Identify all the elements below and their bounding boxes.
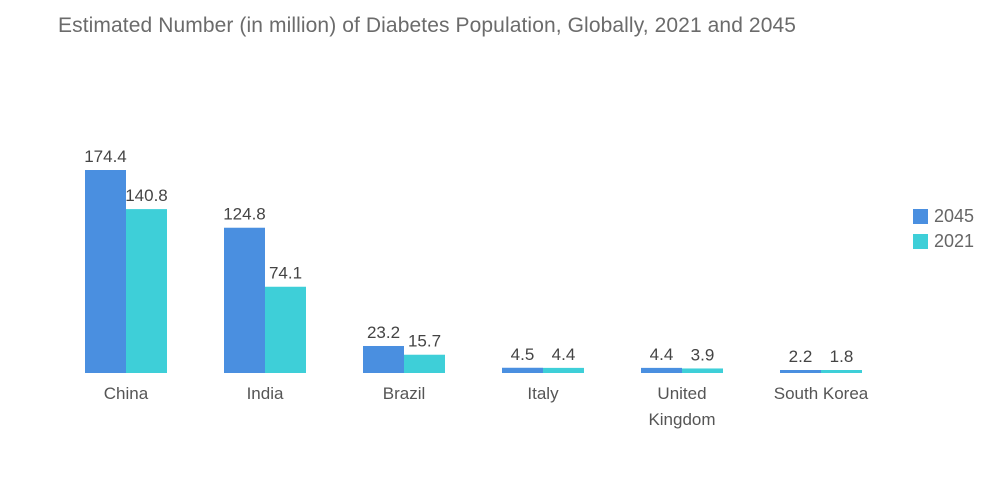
bar-india-2045 bbox=[224, 227, 265, 373]
category-label-south-korea: South Korea bbox=[774, 384, 869, 403]
category-label-brazil: Brazil bbox=[383, 384, 426, 403]
chart-title: Estimated Number (in million) of Diabete… bbox=[58, 14, 797, 37]
bar-italy-2045 bbox=[502, 367, 543, 373]
bars-layer bbox=[85, 170, 862, 373]
category-label-china: China bbox=[104, 384, 149, 403]
value-label-brazil-2045: 23.2 bbox=[367, 323, 400, 342]
category-label-italy: Italy bbox=[527, 384, 559, 403]
value-label-south-korea-2021: 1.8 bbox=[830, 347, 854, 366]
value-label-italy-2045: 4.5 bbox=[511, 345, 535, 364]
bar-united-kingdom-2045 bbox=[641, 367, 682, 373]
bar-china-2021 bbox=[126, 209, 167, 373]
legend-label-2021: 2021 bbox=[934, 231, 975, 251]
bar-south-korea-2045 bbox=[780, 370, 821, 373]
value-label-china-2045: 174.4 bbox=[84, 147, 127, 166]
category-label-india: India bbox=[247, 384, 284, 403]
value-label-brazil-2021: 15.7 bbox=[408, 332, 441, 351]
bar-united-kingdom-2021 bbox=[682, 368, 723, 373]
value-labels-layer: 174.4 140.8 124.8 74.1 23.2 15.7 4.5 4.4 4.4 3.9 2… bbox=[84, 147, 853, 366]
bar-china-2045 bbox=[85, 170, 126, 373]
legend-swatch-2021 bbox=[913, 234, 928, 249]
bar-brazil-2021 bbox=[404, 354, 445, 373]
value-label-south-korea-2045: 2.2 bbox=[789, 347, 813, 366]
legend-label-2045: 2045 bbox=[934, 206, 975, 226]
category-label-united-kingdom: United Kingdom bbox=[648, 384, 715, 429]
value-label-india-2021: 74.1 bbox=[269, 264, 302, 283]
bar-india-2021 bbox=[265, 286, 306, 373]
legend: 2045 2021 bbox=[913, 204, 974, 254]
value-label-united-kingdom-2045: 4.4 bbox=[650, 345, 674, 364]
bar-brazil-2045 bbox=[363, 345, 404, 373]
value-label-china-2021: 140.8 bbox=[125, 186, 168, 205]
legend-swatch-2045 bbox=[913, 209, 928, 224]
bar-south-korea-2021 bbox=[821, 370, 862, 373]
value-label-italy-2021: 4.4 bbox=[552, 345, 576, 364]
value-label-india-2045: 124.8 bbox=[223, 205, 266, 224]
legend-item-2021[interactable]: 2021 bbox=[913, 229, 974, 254]
bar-italy-2021 bbox=[543, 367, 584, 373]
legend-item-2045[interactable]: 2045 bbox=[913, 204, 974, 229]
category-labels-layer: China India Brazil Italy United Kingdom South … bbox=[104, 384, 869, 429]
value-label-united-kingdom-2021: 3.9 bbox=[691, 345, 715, 364]
